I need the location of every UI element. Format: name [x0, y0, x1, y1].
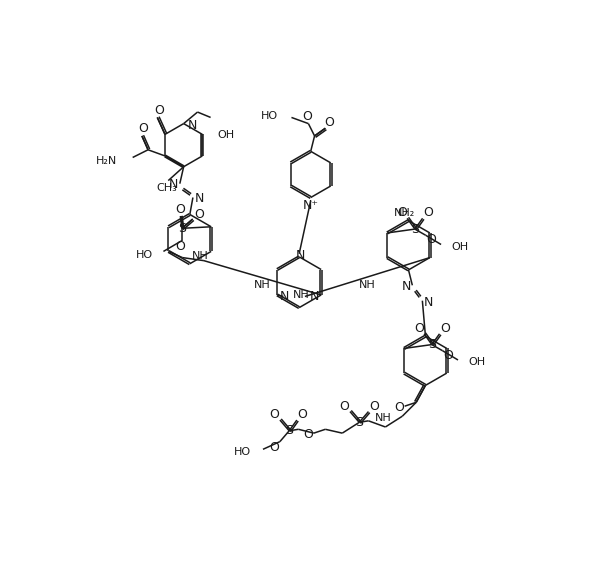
Text: NH: NH	[293, 290, 309, 300]
Text: N: N	[296, 249, 305, 262]
Text: O: O	[369, 400, 379, 413]
Text: OH: OH	[469, 357, 486, 367]
Text: H₂N: H₂N	[96, 156, 117, 165]
Text: S: S	[428, 338, 436, 351]
Text: HO: HO	[136, 249, 153, 260]
Text: O: O	[426, 233, 436, 247]
Text: O: O	[397, 206, 407, 219]
Text: S: S	[411, 223, 419, 236]
Text: N: N	[195, 192, 203, 205]
Text: N: N	[169, 178, 178, 191]
Text: CH₃: CH₃	[156, 182, 177, 193]
Text: O: O	[303, 428, 314, 441]
Text: HO: HO	[233, 446, 250, 457]
Text: NH₂: NH₂	[394, 208, 415, 218]
Text: S: S	[285, 424, 293, 437]
Text: O: O	[394, 401, 404, 414]
Text: N: N	[424, 296, 433, 309]
Text: O: O	[414, 322, 424, 335]
Text: O: O	[270, 408, 280, 421]
Text: NH: NH	[254, 281, 271, 290]
Text: S: S	[355, 416, 363, 429]
Text: O: O	[440, 322, 450, 335]
Text: O: O	[302, 110, 312, 123]
Text: O: O	[176, 240, 185, 253]
Text: N: N	[309, 290, 319, 303]
Text: N⁺: N⁺	[303, 199, 319, 212]
Text: N: N	[402, 281, 411, 293]
Text: O: O	[443, 349, 453, 362]
Text: O: O	[270, 441, 280, 454]
Text: O: O	[324, 116, 334, 130]
Text: NH: NH	[375, 413, 392, 423]
Text: OH: OH	[218, 130, 235, 140]
Text: HO: HO	[261, 111, 278, 121]
Text: NH: NH	[192, 251, 208, 261]
Text: N: N	[187, 119, 197, 132]
Text: O: O	[298, 408, 307, 421]
Text: O: O	[194, 208, 203, 221]
Text: O: O	[139, 123, 148, 136]
Text: O: O	[340, 400, 349, 413]
Text: NH: NH	[359, 279, 375, 290]
Text: OH: OH	[452, 242, 469, 252]
Text: S: S	[178, 222, 186, 235]
Text: N: N	[280, 290, 289, 303]
Text: O: O	[176, 203, 185, 216]
Text: O: O	[423, 206, 433, 219]
Text: O: O	[154, 104, 164, 117]
